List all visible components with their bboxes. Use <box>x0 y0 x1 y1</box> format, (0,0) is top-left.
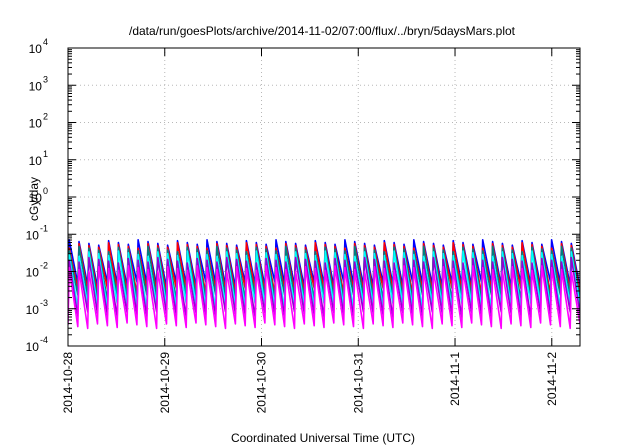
series-group <box>68 239 580 330</box>
x-tick-label: 2014-11-2 <box>545 352 559 406</box>
y-tick-label: 10-2 <box>26 261 48 280</box>
y-tick-exponent: 0 <box>43 186 48 196</box>
y-tick-label: 104 <box>29 37 48 56</box>
series-line <box>68 265 580 330</box>
x-tick-label: 2014-10-30 <box>255 352 269 414</box>
y-tick-label: 10-4 <box>26 335 48 354</box>
x-ticks: 2014-10-28 2014-10-29 2014-10-30 2014-10-31… <box>61 48 559 413</box>
y-tick-exponent: 1 <box>43 149 48 159</box>
x-tick-label: 2014-10-29 <box>158 352 172 414</box>
x-tick-label: 2014-10-31 <box>351 352 365 414</box>
chart-title: /data/run/goesPlots/archive/2014-11-02/0… <box>129 24 516 38</box>
y-tick-label: 101 <box>29 149 48 168</box>
x-tick-label: 2014-10-28 <box>61 352 75 414</box>
y-tick-exponent: -3 <box>40 298 48 308</box>
y-tick-label: 103 <box>29 74 48 93</box>
y-tick-label: 102 <box>29 112 48 131</box>
y-tick-exponent: 3 <box>43 74 48 84</box>
y-axis-title: cGy/day <box>27 177 41 221</box>
y-tick-label: 10-3 <box>26 298 48 317</box>
x-tick-label: 2014-11-1 <box>448 352 462 406</box>
y-tick-label: 10-1 <box>26 223 48 242</box>
y-tick-exponent: -2 <box>40 261 48 271</box>
y-tick-exponent: 2 <box>43 112 48 122</box>
y-tick-exponent: 4 <box>43 37 48 47</box>
x-axis-title: Coordinated Universal Time (UTC) <box>231 431 415 445</box>
y-tick-exponent: -1 <box>40 223 48 233</box>
y-tick-exponent: -4 <box>40 335 48 345</box>
